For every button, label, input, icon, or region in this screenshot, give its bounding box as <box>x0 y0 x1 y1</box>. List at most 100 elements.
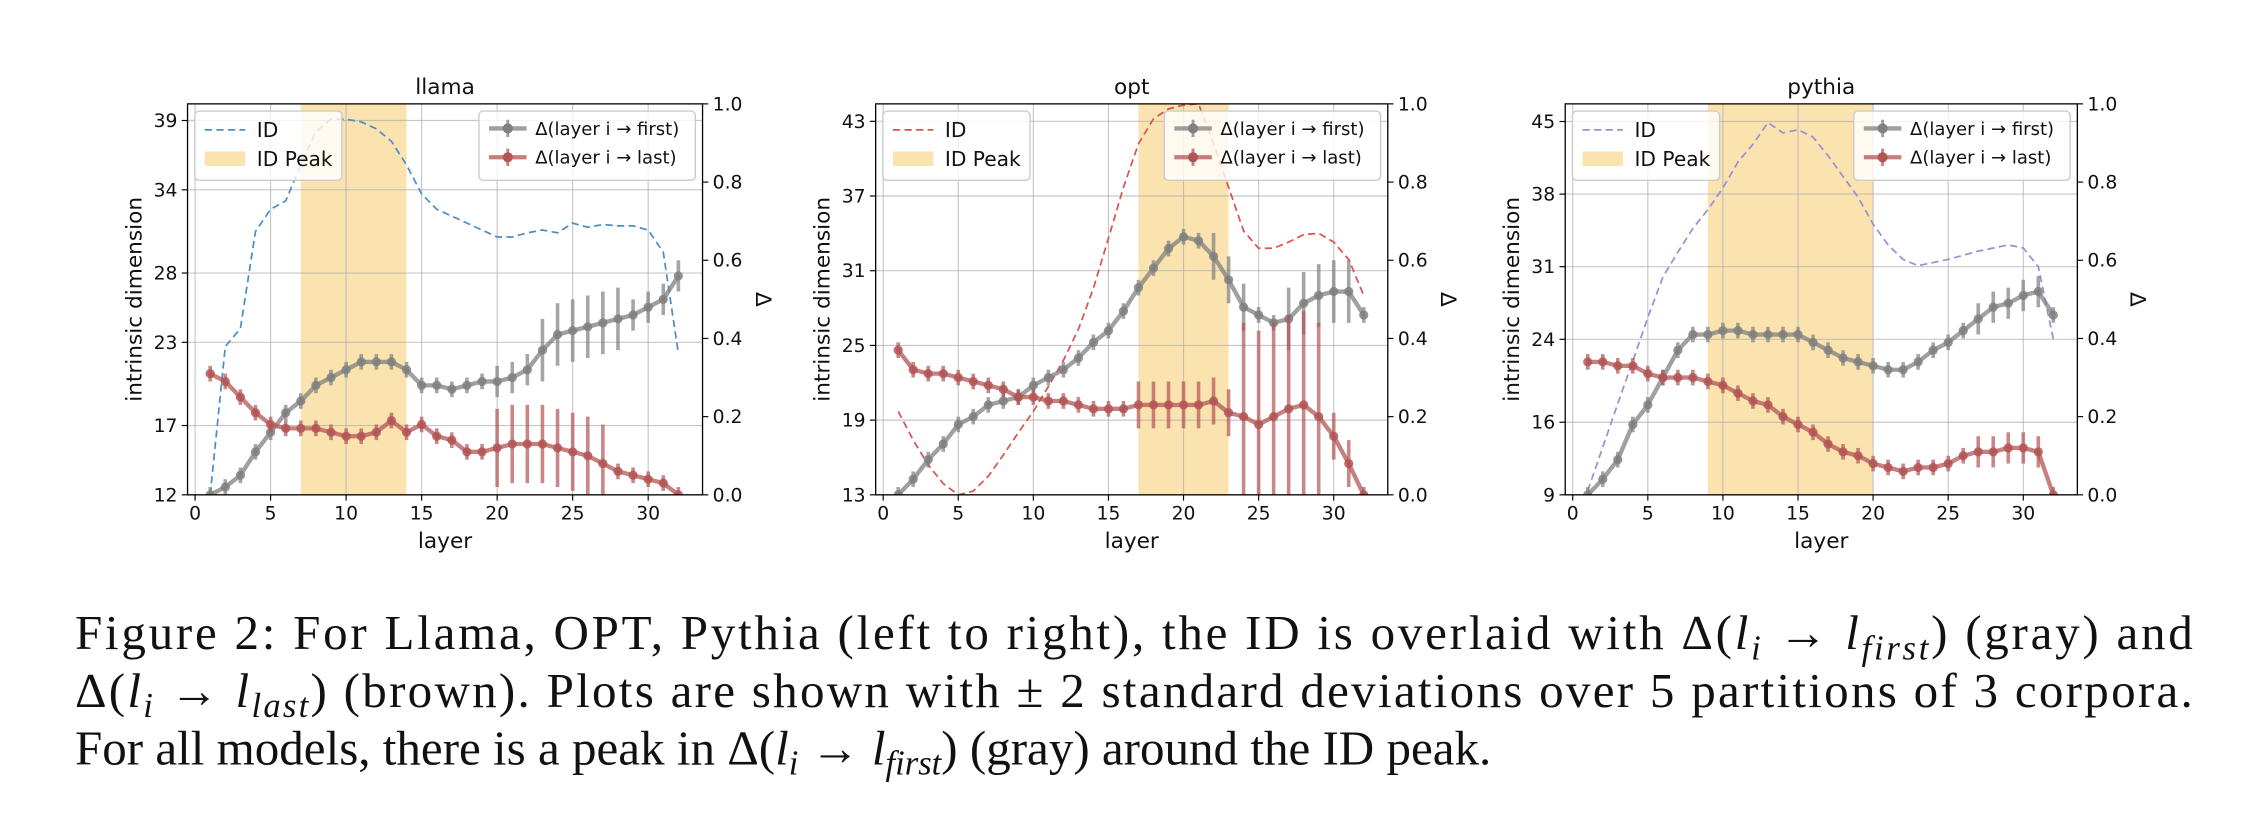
delta-marker <box>983 380 993 390</box>
delta-marker <box>1748 329 1758 340</box>
x-tick-label: 15 <box>410 503 434 524</box>
delta-marker <box>1598 357 1608 367</box>
caption-text: i <box>789 745 799 783</box>
delta-line <box>896 234 1366 495</box>
delta-marker <box>658 294 668 304</box>
legend-box <box>1163 110 1382 182</box>
y2-tick-label: 0.2 <box>713 407 743 428</box>
subplot: 0 5 10 15 20 25 30 13 19 25 31 37 43 0.0 0.2 0.4 0.6 0.8 1… <box>810 75 1460 554</box>
legend-label: ID Peak <box>1634 147 1710 171</box>
legend-label: Δ(layer i → first) <box>535 119 679 140</box>
delta-marker <box>998 384 1008 394</box>
x-tick-label: 25 <box>1247 503 1271 524</box>
y-tick-label: 39 <box>154 111 178 132</box>
caption-text: ) (brown). Plots are shown with ± 2 stan… <box>311 663 2193 718</box>
y-tick-label: 28 <box>154 264 178 285</box>
delta-marker <box>1823 345 1833 355</box>
y2-axis-label: Δ <box>1435 292 1460 307</box>
legend: ID ID Peak <box>1571 110 1721 182</box>
delta-marker <box>1718 326 1728 336</box>
delta-marker <box>1643 400 1653 410</box>
caption-text: ) (gray) around the ID peak. <box>941 721 1491 776</box>
caption-text: → <box>1763 605 1842 660</box>
y-tick-label: 13 <box>842 485 866 506</box>
delta-marker <box>1238 412 1249 422</box>
delta-marker <box>1958 451 1968 461</box>
delta-marker <box>356 431 366 441</box>
caption-text: Figure 2: For Llama, OPT, Pythia (left t… <box>75 605 1732 660</box>
delta-marker <box>2048 490 2058 495</box>
delta-marker <box>356 357 366 367</box>
legend-swatch <box>204 151 246 166</box>
delta-marker <box>1314 290 1324 301</box>
delta-marker <box>1838 353 1848 363</box>
delta-marker <box>1868 458 1878 469</box>
delta-marker <box>1763 329 1773 340</box>
subplot-title: llama <box>415 75 475 100</box>
y2-tick-label: 0.0 <box>1398 485 1428 506</box>
delta-marker <box>507 439 517 449</box>
delta-marker <box>1043 372 1053 383</box>
delta-marker <box>250 447 261 457</box>
id-line <box>897 103 1365 495</box>
legend-label: ID <box>945 118 966 142</box>
delta-marker <box>1073 353 1084 363</box>
delta-marker <box>1988 302 1998 312</box>
delta-marker <box>477 447 487 457</box>
delta-marker <box>658 478 668 488</box>
delta-marker <box>1778 329 1788 340</box>
delta-marker <box>568 326 578 336</box>
y-tick-label: 38 <box>1531 185 1555 206</box>
delta-marker <box>401 365 412 375</box>
delta-marker <box>568 447 578 457</box>
x-axis-label: layer <box>418 529 472 554</box>
delta-marker <box>1958 326 1968 336</box>
plot-area <box>205 118 683 495</box>
caption-text: l <box>1845 605 1859 660</box>
legend-label: ID Peak <box>945 147 1021 171</box>
legend-swatch <box>1187 123 1199 134</box>
delta-marker <box>1314 412 1324 422</box>
legend: ID ID Peak <box>194 110 343 182</box>
delta-marker <box>432 380 442 390</box>
delta-marker <box>1838 447 1848 457</box>
delta-marker <box>938 439 948 449</box>
y2-tick-label: 0.4 <box>2087 329 2117 350</box>
delta-marker <box>552 443 563 453</box>
caption-text: Δ( <box>75 663 125 718</box>
x-tick-label: 5 <box>265 503 277 524</box>
subplot: 0 5 10 15 20 25 30 12 17 23 28 34 39 0.0 0.2 0.4 0.6 0.8 1… <box>122 75 775 554</box>
delta-marker <box>1733 326 1743 336</box>
delta-marker <box>265 419 276 430</box>
delta-marker <box>1688 329 1698 340</box>
caption-text: For all models, there is a peak in Δ( <box>75 721 775 776</box>
delta-marker <box>281 423 291 433</box>
delta-marker <box>507 372 517 383</box>
delta-marker <box>628 310 638 320</box>
delta-marker <box>1928 462 1938 473</box>
delta-marker <box>1853 451 1863 461</box>
delta-marker <box>923 369 933 379</box>
axes-frame <box>1564 103 2078 496</box>
y2-axis-label: Δ <box>2125 292 2150 307</box>
y-tick-label: 19 <box>842 411 866 432</box>
legend-label: Δ(layer i → last) <box>535 148 676 169</box>
delta-marker <box>2033 447 2043 457</box>
legend-label: Δ(layer i → last) <box>1910 148 2051 169</box>
delta-marker <box>1238 302 1249 312</box>
delta-marker <box>2048 310 2058 320</box>
delta-marker <box>1133 283 1144 293</box>
x-tick-label: 30 <box>2011 503 2035 524</box>
delta-marker <box>311 380 321 390</box>
y2-axis-label: Δ <box>750 292 775 307</box>
caption-line: Figure 2: For Llama, OPT, Pythia (left t… <box>75 605 2193 667</box>
delta-marker <box>1688 372 1698 383</box>
x-tick-label: 0 <box>877 503 889 524</box>
y2-tick-label: 0.2 <box>2087 407 2117 428</box>
delta-marker <box>1103 404 1114 414</box>
legend-label: Δ(layer i → last) <box>1220 148 1361 169</box>
delta-marker <box>1299 400 1309 410</box>
legend-swatch <box>502 123 513 134</box>
legend-label: ID <box>1634 118 1655 142</box>
x-tick-label: 5 <box>952 503 964 524</box>
